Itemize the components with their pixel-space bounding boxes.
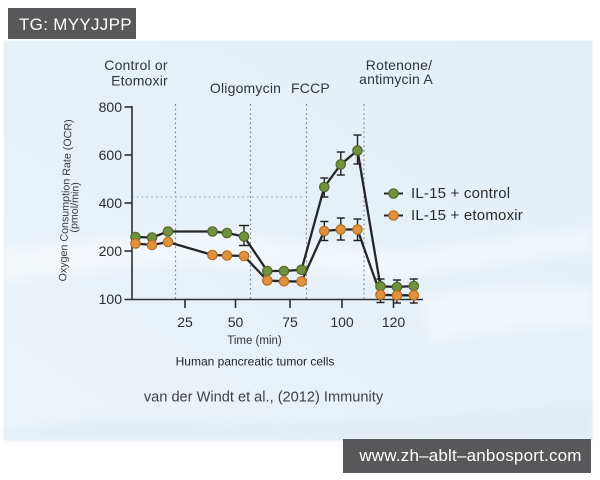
svg-text:Control or: Control or [104, 57, 168, 73]
svg-text:75: 75 [282, 314, 298, 330]
svg-text:(pmol/min): (pmol/min) [68, 182, 82, 233]
svg-text:50: 50 [228, 314, 244, 330]
svg-text:FCCP: FCCP [291, 80, 330, 96]
svg-text:Time (min): Time (min) [227, 335, 282, 347]
svg-text:120: 120 [382, 314, 406, 330]
svg-text:600: 600 [99, 147, 123, 163]
svg-text:25: 25 [177, 314, 193, 330]
svg-text:antimycin A: antimycin A [359, 71, 433, 87]
svg-text:van der Windt et al., (2012) I: van der Windt et al., (2012) Immunity [144, 390, 384, 406]
svg-text:Rotenone/: Rotenone/ [366, 57, 432, 73]
svg-text:IL-15 + control: IL-15 + control [411, 185, 510, 202]
svg-text:Oxygen Consumption Rate (OCR): Oxygen Consumption Rate (OCR) [57, 119, 75, 281]
svg-text:800: 800 [99, 99, 123, 115]
svg-text:Etomoxir: Etomoxir [111, 73, 168, 89]
svg-text:Oligomycin: Oligomycin [210, 80, 281, 96]
svg-text:Human pancreatic tumor cells: Human pancreatic tumor cells [176, 355, 335, 369]
svg-text:IL-15 + etomoxir: IL-15 + etomoxir [411, 207, 523, 224]
svg-text:100: 100 [99, 291, 123, 307]
svg-text:100: 100 [330, 314, 354, 330]
svg-text:200: 200 [99, 243, 123, 259]
svg-text:400: 400 [99, 195, 123, 211]
